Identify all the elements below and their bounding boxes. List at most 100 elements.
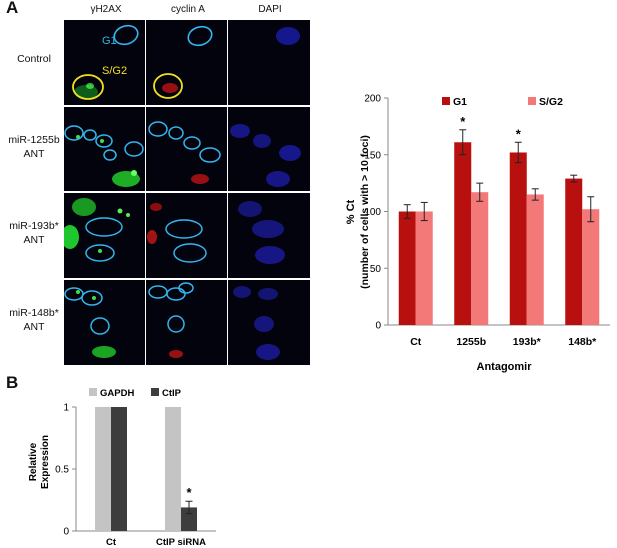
- micrograph-control-dapi: [228, 20, 310, 105]
- row-label-line: miR-148b*: [9, 307, 59, 319]
- blue-nucleus: [233, 286, 251, 298]
- row-label-line: ANT: [23, 148, 45, 160]
- y-tick-label: 200: [364, 94, 381, 105]
- blue-nucleus: [256, 344, 280, 360]
- blue-nucleus: [276, 27, 300, 45]
- green-foci: [64, 225, 79, 249]
- row-label-mir-1255b: miR-1255b ANT: [6, 133, 62, 161]
- g1-nucleus-outline: [103, 149, 117, 161]
- g1-nucleus-outline: [183, 136, 201, 150]
- panel-a-letter: A: [6, 0, 19, 17]
- micrograph-mir-148b-cyclin-a: [146, 280, 227, 365]
- micrograph-mir-1255b-gamma-h2ax: [64, 107, 145, 191]
- micrograph-mir-148b-dapi: [228, 280, 310, 365]
- bar-ctip: [181, 507, 197, 531]
- g1-nucleus-outline: [148, 121, 168, 137]
- g1-nucleus-outline: [167, 315, 185, 333]
- y-tick-label: 0.5: [55, 465, 69, 476]
- blue-nucleus: [252, 220, 284, 238]
- expression-bar-chart: 0 0.5 1 Ct * CtIP siRNA GAPDH CtIP Relative Exp…: [28, 388, 216, 548]
- micrograph-image: [276, 27, 300, 45]
- chart-plot-area: 0 50 100 150 200 Ct * 1255b * 193b* 148b* G1 S/G2: [364, 94, 610, 348]
- legend-swatch: [151, 388, 159, 396]
- bar-g1: [509, 152, 527, 325]
- row-label-mir-148b: miR-148b* ANT: [6, 306, 62, 334]
- bar-ctip: [111, 407, 127, 531]
- x-category-label: CtIP siRNA: [156, 537, 206, 548]
- green-foci: [86, 83, 94, 89]
- micrograph-mir-193b-gamma-h2ax: [64, 193, 145, 278]
- legend-label: GAPDH: [100, 388, 134, 399]
- significance-marker: *: [460, 114, 466, 129]
- blue-nucleus: [266, 171, 290, 187]
- y-tick-label: 150: [364, 150, 381, 161]
- red-signal: [191, 174, 209, 184]
- y-axis-label-detail: (number of cells with > 10 foci): [359, 135, 371, 289]
- g1-nucleus-outline: [178, 282, 194, 294]
- bar-s-g2: [415, 211, 433, 325]
- column-header-gamma-h2ax: γH2AX: [90, 4, 122, 15]
- y-axis-label: Relative: [28, 442, 39, 481]
- y-tick-label: 1: [63, 403, 69, 414]
- x-category-label: 1255b: [456, 336, 486, 348]
- g1-nucleus-outline: [85, 244, 115, 262]
- bar-g1: [454, 142, 472, 325]
- g1-label: G1: [102, 35, 117, 47]
- micrograph-mir-148b-gamma-h2ax: [64, 280, 145, 365]
- green-foci: [126, 213, 130, 217]
- g1-nucleus-outline: [148, 285, 168, 299]
- g1-nucleus-outline: [95, 134, 113, 148]
- blue-nucleus: [254, 316, 274, 332]
- blue-nucleus: [255, 246, 285, 264]
- bar-s-g2: [526, 194, 544, 325]
- micrograph-image: G1 S/G2: [72, 24, 139, 100]
- micrograph-image: [148, 282, 194, 358]
- legend-swatch: [442, 97, 450, 105]
- row-label-line: Control: [17, 53, 51, 65]
- sg2-nucleus-outline: [153, 73, 183, 99]
- micrograph-image: [153, 25, 213, 99]
- row-label-line: ANT: [23, 234, 45, 246]
- blue-nucleus: [230, 124, 250, 138]
- green-foci: [98, 249, 102, 253]
- micrograph-image: [233, 286, 280, 360]
- g1-nucleus-outline: [187, 25, 213, 47]
- g1-nucleus-outline: [113, 24, 139, 46]
- micrograph-control-cyclin-a: [146, 20, 227, 105]
- row-label-mir-193b: miR-193b* ANT: [6, 219, 62, 247]
- bar-g1: [398, 211, 416, 325]
- bar-g1: [565, 178, 583, 325]
- green-foci: [72, 198, 96, 216]
- g1-nucleus-outline: [173, 243, 207, 263]
- column-header-cyclin-a: cyclin A: [171, 4, 205, 15]
- row-label-line: miR-193b*: [9, 220, 59, 232]
- green-foci: [92, 296, 96, 300]
- green-foci: [76, 290, 80, 294]
- bar-gapdh: [165, 407, 181, 531]
- panel-b-letter: B: [6, 373, 19, 392]
- blue-nucleus: [238, 201, 262, 217]
- green-foci: [100, 139, 104, 143]
- x-category-label: Ct: [106, 537, 117, 548]
- micrograph-image: [64, 198, 130, 262]
- row-label-line: ANT: [23, 321, 45, 333]
- column-header-dapi: DAPI: [258, 4, 282, 15]
- x-category-label: 148b*: [568, 336, 597, 348]
- row-label-control: Control: [6, 52, 62, 66]
- micrograph-image: [64, 287, 116, 358]
- significance-marker: *: [516, 126, 522, 141]
- legend-label: CtIP: [162, 388, 182, 399]
- micrograph-mir-193b-cyclin-a: [146, 193, 227, 278]
- g1-nucleus-outline: [83, 129, 97, 141]
- micrograph-image: [64, 125, 144, 187]
- legend-swatch: [89, 388, 97, 396]
- g1-nucleus-outline: [64, 287, 84, 301]
- g1-nucleus-outline: [90, 317, 110, 335]
- g1-nucleus-outline: [166, 287, 186, 301]
- sg2-label: S/G2: [102, 65, 127, 77]
- g1-nucleus-outline: [85, 217, 123, 237]
- bar-gapdh: [95, 407, 111, 531]
- blue-nucleus: [279, 145, 301, 161]
- g1-nucleus-outline: [165, 219, 203, 239]
- legend-label: G1: [453, 96, 467, 108]
